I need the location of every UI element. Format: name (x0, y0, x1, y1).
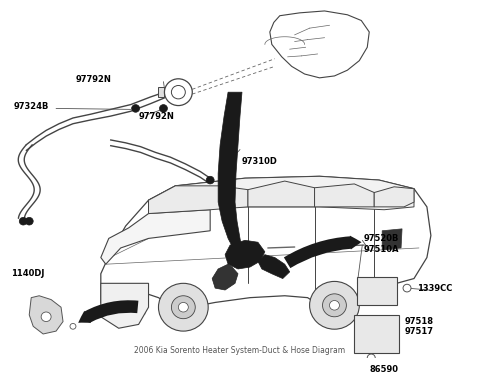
Polygon shape (248, 181, 314, 207)
Text: 97792N: 97792N (139, 112, 174, 120)
Text: 2006 Kia Sorento Heater System-Duct & Hose Diagram: 2006 Kia Sorento Heater System-Duct & Ho… (134, 346, 346, 355)
Text: 97517: 97517 (405, 327, 434, 336)
Circle shape (171, 85, 185, 99)
Text: 97520B: 97520B (363, 234, 399, 243)
Circle shape (329, 301, 339, 310)
Text: 1339CC: 1339CC (417, 283, 452, 292)
Polygon shape (218, 92, 242, 250)
FancyArrowPatch shape (78, 300, 138, 323)
Circle shape (310, 281, 360, 329)
Circle shape (158, 283, 208, 331)
Circle shape (171, 296, 195, 319)
Circle shape (403, 284, 411, 292)
Circle shape (132, 104, 140, 112)
Text: 97310D: 97310D (242, 157, 278, 166)
Polygon shape (270, 11, 369, 78)
Polygon shape (354, 315, 399, 353)
Circle shape (70, 323, 76, 329)
Text: 97510A: 97510A (363, 245, 399, 254)
Circle shape (165, 79, 192, 106)
Circle shape (367, 354, 375, 362)
Text: 97518: 97518 (405, 317, 434, 326)
Polygon shape (148, 176, 414, 214)
Polygon shape (212, 264, 238, 290)
Polygon shape (357, 277, 397, 305)
Polygon shape (101, 210, 210, 264)
Circle shape (41, 312, 51, 322)
Polygon shape (225, 240, 265, 269)
Text: 97792N: 97792N (76, 75, 112, 84)
FancyArrowPatch shape (284, 236, 361, 268)
Text: 86590: 86590 (369, 365, 398, 373)
Circle shape (179, 303, 188, 312)
Polygon shape (314, 184, 374, 207)
Circle shape (159, 104, 168, 112)
Polygon shape (148, 186, 248, 214)
Polygon shape (101, 283, 148, 328)
Text: 97324B: 97324B (13, 102, 48, 111)
Circle shape (25, 217, 33, 225)
Circle shape (19, 217, 27, 225)
Circle shape (323, 294, 347, 317)
Text: 1140DJ: 1140DJ (12, 269, 45, 278)
Polygon shape (29, 296, 63, 334)
Polygon shape (101, 176, 431, 317)
Polygon shape (258, 255, 290, 279)
Polygon shape (158, 87, 165, 97)
Circle shape (206, 176, 214, 184)
Polygon shape (374, 187, 414, 207)
Polygon shape (382, 229, 402, 250)
